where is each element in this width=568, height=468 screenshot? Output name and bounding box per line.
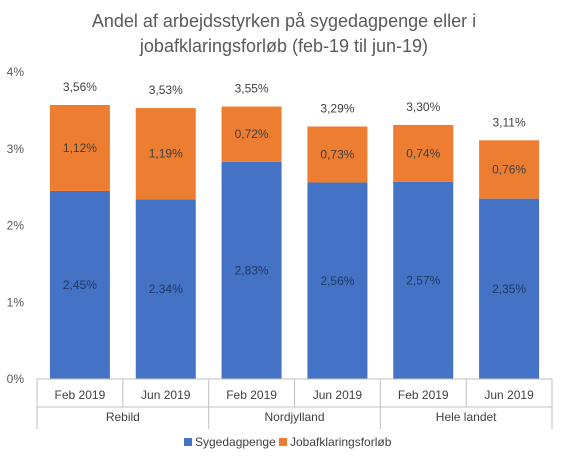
total-label: 3,53% <box>149 83 183 97</box>
x-group-label: Nordjylland <box>264 410 324 424</box>
data-label: 0,76% <box>492 162 526 176</box>
bar-sygedagpenge <box>135 199 196 379</box>
data-label: 0,72% <box>235 127 269 141</box>
data-label: 2,45% <box>63 278 97 292</box>
data-label: 2,57% <box>406 273 440 287</box>
chart-title-line: jobafklaringsforløb (feb-19 til jun-19) <box>139 36 428 56</box>
x-category-label: Feb 2019 <box>55 388 106 402</box>
data-label: 2,35% <box>492 282 526 296</box>
bar-jobafklaringsforløb <box>393 124 454 182</box>
data-label: 2,56% <box>320 274 354 288</box>
bar-jobafklaringsforløb <box>307 126 368 183</box>
total-label: 3,56% <box>63 80 97 94</box>
legend-swatch <box>184 438 192 446</box>
x-category-label: Jun 2019 <box>484 388 534 402</box>
data-label: 1,19% <box>149 147 183 161</box>
y-tick-label: 3% <box>7 142 25 156</box>
bar-sygedagpenge <box>49 190 110 379</box>
legend-label: Sygedagpenge <box>195 435 276 449</box>
bar-jobafklaringsforløb <box>135 108 196 200</box>
data-label: 0,74% <box>406 146 440 160</box>
y-tick-label: 1% <box>7 295 25 309</box>
chart-title-line: Andel af arbejdsstyrken på sygedagpenge … <box>92 11 476 31</box>
x-group-label: Hele landet <box>436 410 497 424</box>
bar-sygedagpenge <box>479 198 540 379</box>
data-label: 0,73% <box>320 148 354 162</box>
y-tick-label: 4% <box>7 65 25 79</box>
y-tick-label: 0% <box>7 372 25 386</box>
x-category-label: Feb 2019 <box>226 388 277 402</box>
bar-jobafklaringsforløb <box>49 105 110 191</box>
legend-label: Jobafklaringsforløb <box>290 435 392 449</box>
legend-swatch <box>279 438 287 446</box>
total-label: 3,11% <box>493 115 526 129</box>
bar-sygedagpenge <box>393 181 454 379</box>
y-tick-label: 2% <box>7 219 25 233</box>
data-label: 1,12% <box>63 141 97 155</box>
data-label: 2,34% <box>149 282 183 296</box>
x-category-label: Jun 2019 <box>313 388 363 402</box>
total-label: 3,30% <box>406 100 440 114</box>
bar-jobafklaringsforløb <box>221 106 282 162</box>
total-label: 3,55% <box>235 82 269 96</box>
bar-sygedagpenge <box>221 161 282 379</box>
x-category-label: Jun 2019 <box>141 388 191 402</box>
total-label: 3,29% <box>320 101 354 115</box>
x-group-label: Rebild <box>106 410 140 424</box>
x-category-label: Feb 2019 <box>398 388 449 402</box>
data-label: 2,83% <box>235 263 269 277</box>
bar-sygedagpenge <box>307 182 368 379</box>
bar-jobafklaringsforløb <box>479 140 540 199</box>
